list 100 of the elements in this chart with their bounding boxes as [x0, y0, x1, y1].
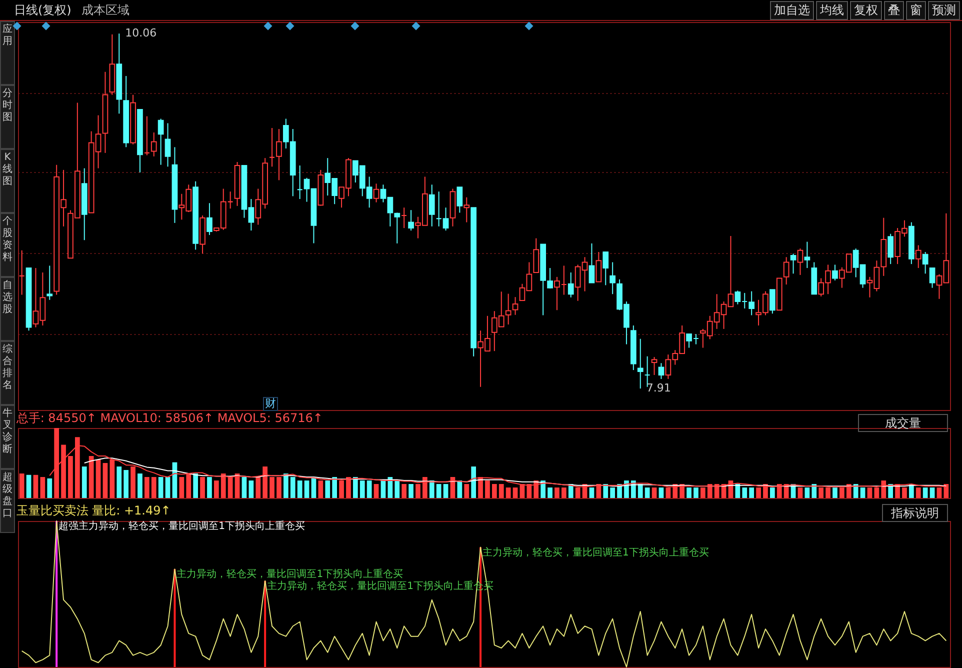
bar: [930, 488, 935, 498]
candlestick: [651, 356, 658, 376]
bar: [56, 521, 58, 667]
bar: [33, 474, 38, 498]
bar: [443, 484, 448, 498]
candlestick: [464, 196, 470, 223]
chart-title: 日线(复权): [14, 3, 72, 17]
candlestick: [206, 202, 212, 236]
bar: [652, 488, 657, 498]
candlestick: [602, 251, 609, 286]
bar: [325, 480, 330, 498]
bar: [174, 569, 176, 667]
bar: [47, 478, 52, 498]
bar: [26, 474, 32, 498]
candlestick: [588, 242, 595, 284]
candlestick: [144, 116, 150, 156]
bar: [179, 477, 184, 498]
button: 指标说明: [882, 504, 948, 522]
candlestick: [276, 128, 282, 181]
candlestick: [19, 250, 24, 296]
bar: [589, 488, 594, 498]
candlestick: [797, 248, 804, 276]
bar: [297, 480, 302, 498]
bar: [749, 488, 754, 498]
tab: K线图: [0, 149, 15, 213]
candlestick: [428, 184, 435, 227]
bar: [804, 488, 810, 498]
candlestick: [456, 186, 463, 214]
candlestick: [783, 256, 790, 286]
bar: [366, 480, 372, 498]
bar: [144, 477, 150, 498]
bar: [151, 477, 156, 498]
candlestick: [505, 293, 512, 325]
candlestick: [568, 272, 574, 298]
bar: [207, 477, 212, 498]
bar: [742, 488, 748, 498]
bar: [812, 484, 817, 498]
candlestick: [832, 264, 838, 281]
bar: [832, 488, 838, 498]
bar: [638, 484, 643, 498]
bar: [88, 456, 94, 498]
bar: [408, 484, 414, 498]
candlestick: [922, 251, 928, 274]
chart-subtitle: 成本区域: [81, 3, 130, 17]
chart-title: 总手: 84550↑ MAVOL10: 58506↑ MAVOL5: 56716↑: [15, 411, 323, 425]
candlestick: [401, 207, 408, 229]
tab: 应用: [0, 21, 15, 85]
bar: [694, 488, 698, 498]
bar: [374, 484, 379, 498]
bar: [498, 484, 504, 498]
bar: [548, 488, 552, 498]
bar: [853, 484, 858, 498]
bar: [96, 460, 101, 498]
annotation: 超强主力异动，轻仓买，量比回调至1下拐头向上重仓买: [58, 520, 305, 532]
candlestick: [929, 268, 936, 288]
bar: [193, 474, 198, 498]
candlestick: [610, 262, 616, 295]
bar: [457, 480, 462, 498]
bar: [124, 470, 129, 498]
bar: [138, 474, 142, 498]
bar: [360, 480, 365, 498]
bar: [735, 484, 740, 498]
bar: [248, 480, 254, 498]
candlestick: [533, 238, 540, 273]
annotation: 主力异动，轻仓买，量比回调至1下拐头向上重仓买: [176, 568, 404, 580]
text: 预测: [928, 1, 960, 20]
bar: [332, 477, 338, 498]
candlestick: [158, 118, 164, 166]
bar: [492, 484, 497, 498]
bar: [388, 477, 393, 498]
bar: [436, 484, 442, 498]
bar: [158, 477, 164, 498]
bar: [304, 480, 310, 498]
candlestick: [512, 296, 518, 316]
candlestick: [164, 122, 171, 168]
bar: [214, 480, 219, 498]
candlestick: [150, 132, 157, 157]
annotation: 主力异动，轻仓买，量比回调至1下拐头向上重仓买: [482, 546, 709, 558]
bar: [402, 484, 407, 498]
text: 复权: [850, 1, 882, 20]
bar: [644, 488, 650, 498]
bar: [165, 477, 170, 498]
candlestick: [373, 183, 380, 203]
bar: [352, 477, 358, 498]
bar: [658, 488, 664, 498]
tab: 综合排名: [0, 341, 15, 405]
bar: [686, 488, 692, 498]
text: 均线: [816, 1, 848, 20]
bar: [19, 474, 24, 498]
candlestick: [596, 251, 602, 282]
candlestick: [769, 289, 776, 314]
bar: [264, 580, 266, 667]
candlestick: [790, 253, 796, 274]
tab: 牛叉诊断: [0, 405, 15, 469]
candlestick: [804, 241, 810, 269]
text: 窗: [906, 1, 926, 20]
tab: 自选股: [0, 277, 15, 341]
bar: [380, 480, 386, 498]
bar: [242, 477, 247, 498]
candlestick: [915, 244, 922, 269]
